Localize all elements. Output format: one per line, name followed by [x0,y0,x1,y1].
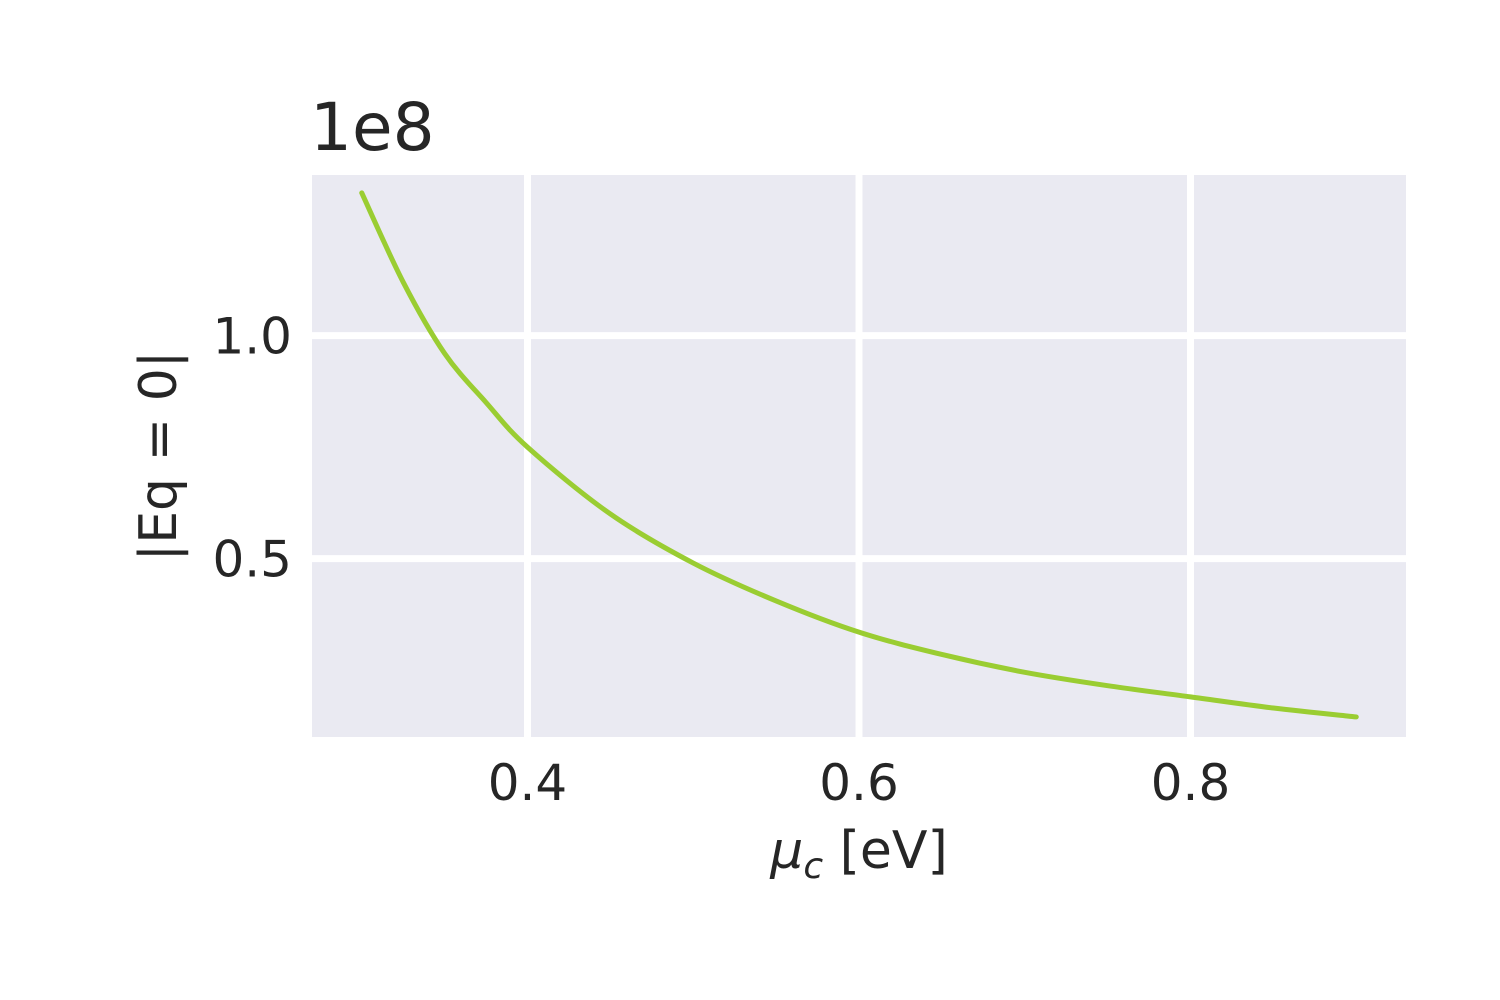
x-axis-label: μc [eV] [769,821,948,887]
x-axis-label-unit: [eV] [823,821,948,881]
offset-label: 1e8 [310,89,435,166]
series-layer [359,190,1359,720]
x-axis-label-subscript: c [803,846,823,887]
y-axis-label: |Eq = 0| [129,351,189,562]
x-tick-labels: 0.4 0.6 0.8 [488,754,1231,812]
y-tick-labels: 0.5 1.0 [212,308,292,589]
x-axis-label-symbol: μ [769,821,803,881]
y-tick-label: 1.0 [212,308,292,366]
y-tick-label: 0.5 [212,531,292,589]
x-tick-label: 0.6 [819,754,899,812]
x-tick-label: 0.8 [1151,754,1231,812]
series-line [359,190,1359,720]
grid-lines [312,175,1406,737]
x-tick-label: 0.4 [488,754,568,812]
